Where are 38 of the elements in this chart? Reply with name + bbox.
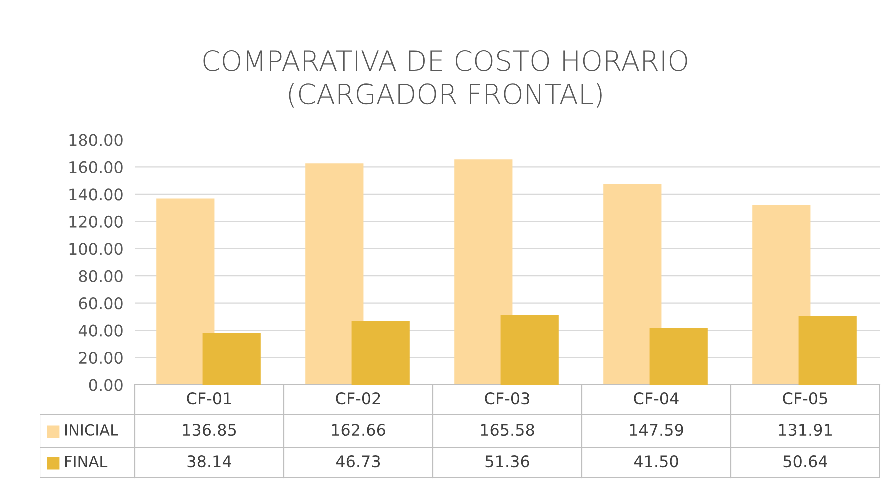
text: 160.00 bbox=[70, 161, 123, 174]
data-label: 131.91 bbox=[779, 424, 832, 436]
bar bbox=[752, 205, 811, 385]
text: 120.00 bbox=[70, 216, 123, 228]
bar bbox=[454, 160, 513, 385]
data-label: 162.66 bbox=[332, 424, 386, 436]
x-tick-label: CF-03 bbox=[485, 392, 530, 405]
bar bbox=[156, 198, 215, 385]
data-label: 147.59 bbox=[630, 424, 684, 436]
bar bbox=[352, 321, 410, 385]
bar bbox=[798, 316, 857, 385]
x-tick-label: CF-02 bbox=[336, 392, 380, 405]
bar bbox=[604, 184, 662, 385]
data-label: 41.50 bbox=[634, 456, 678, 468]
bar bbox=[202, 333, 261, 385]
text: 0.00 bbox=[89, 379, 123, 392]
text: 80.00 bbox=[79, 270, 123, 282]
data-label: 51.36 bbox=[486, 456, 530, 468]
x-tick-label: CF-05 bbox=[783, 392, 828, 405]
legend-label: INICIAL bbox=[66, 424, 118, 436]
text: 20.00 bbox=[79, 352, 123, 364]
x-tick-label: CF-01 bbox=[187, 392, 232, 405]
legend-label: FINAL bbox=[66, 456, 108, 468]
bar bbox=[500, 315, 559, 385]
text: 100.00 bbox=[70, 243, 123, 256]
bar bbox=[650, 328, 708, 385]
bar bbox=[306, 164, 364, 385]
data-label: 136.85 bbox=[183, 424, 236, 436]
data-label: 50.64 bbox=[784, 456, 828, 468]
text: 40.00 bbox=[78, 324, 123, 337]
chart-title: COMPARATIVA DE COSTO HORARIO (CARGADOR FRONTAL) bbox=[204, 50, 688, 108]
text: 140.00 bbox=[70, 188, 123, 201]
data-label: 38.14 bbox=[188, 456, 232, 468]
x-tick-label: CF-04 bbox=[634, 392, 679, 405]
data-label: 46.73 bbox=[336, 456, 380, 468]
text: 180.00 bbox=[70, 134, 123, 146]
data-label: 165.58 bbox=[481, 424, 534, 436]
text: 60.00 bbox=[79, 298, 123, 310]
